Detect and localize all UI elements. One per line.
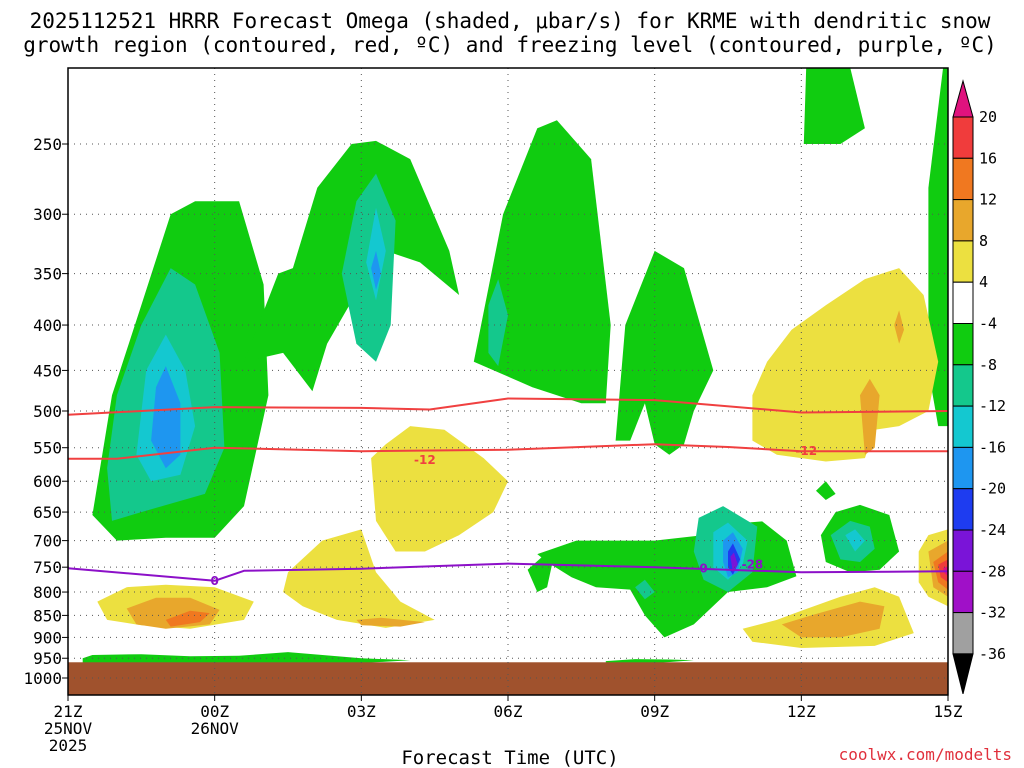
omega-region	[165, 610, 210, 627]
x-axis-label: Forecast Time (UTC)	[401, 747, 618, 768]
chart-title-line-2: growth region (contoured, red, ºC) and f…	[23, 33, 997, 57]
y-tick-label: 550	[33, 439, 62, 458]
y-tick-label: 400	[33, 316, 62, 335]
omega-colorbar: 20 16 12 8 4 -4 -8 -12 -16 -20 -24 -28 -32 -36	[952, 79, 1006, 695]
contour-line	[67, 562, 949, 582]
x-tick-label: 06Z	[494, 702, 523, 721]
colorbar-bin	[952, 116, 974, 159]
y-tick-label: 700	[33, 532, 62, 551]
grid-lines	[68, 68, 948, 695]
y-tick-label: 250	[33, 135, 62, 154]
y-tick-label: 500	[33, 402, 62, 421]
colorbar-label: 16	[979, 149, 997, 167]
omega-region	[860, 378, 880, 455]
contour-label: -28	[742, 558, 764, 572]
colorbar-label: -28	[979, 562, 1006, 580]
plot-area: -12 -12 0 0 -28	[67, 67, 949, 696]
colorbar-label: -20	[979, 480, 1006, 498]
colorbar-label: -32	[979, 604, 1006, 622]
colorbar-bin	[952, 157, 974, 201]
omega-shaded-regions	[82, 68, 948, 664]
y-tick-label: 300	[33, 205, 62, 224]
y-tick-label: 950	[33, 649, 62, 668]
y-tick-label: 750	[33, 558, 62, 577]
omega-region	[928, 68, 948, 427]
y-tick-label: 900	[33, 628, 62, 647]
y-tick-label: 450	[33, 361, 62, 380]
colorbar-label: -24	[979, 521, 1006, 539]
omega-region	[730, 552, 738, 573]
y-tick-label: 600	[33, 472, 62, 491]
colorbar-label: 12	[979, 191, 997, 209]
omega-region	[845, 529, 865, 552]
colorbar-top-triangle	[952, 79, 974, 118]
colorbar-bin	[952, 323, 974, 366]
x-tick-label: 12Z	[787, 702, 816, 721]
y-tick-label: 650	[33, 503, 62, 522]
credit-link[interactable]: coolwx.com/modelts	[839, 745, 1012, 764]
x-tick-label: 00Z	[200, 702, 229, 721]
contour-label: -12	[795, 444, 817, 458]
omega-region	[803, 68, 865, 144]
temperature-contours	[67, 397, 949, 582]
omega-region	[82, 652, 411, 664]
contour-label: -12	[414, 453, 436, 467]
omega-region	[816, 481, 836, 500]
colorbar-label: 20	[979, 108, 997, 126]
colorbar-bottom-triangle	[952, 653, 974, 695]
omega-region	[781, 601, 885, 638]
x-tick-label: 15Z	[934, 702, 963, 721]
colorbar-bin	[952, 199, 974, 242]
colorbar-bin	[952, 488, 974, 531]
y-tick-label: 850	[33, 606, 62, 625]
omega-region	[371, 250, 381, 290]
colorbar-label: -36	[979, 645, 1006, 663]
y-tick-label: 800	[33, 583, 62, 602]
omega-region	[151, 366, 181, 469]
y-tick-label: 1000	[23, 669, 62, 688]
x-tick-label: 03Z	[347, 702, 376, 721]
colorbar-bin	[952, 446, 974, 490]
omega-region	[356, 617, 425, 627]
colorbar-label: -16	[979, 438, 1006, 456]
contour-line	[67, 397, 949, 416]
omega-region	[283, 529, 435, 628]
omega-region	[635, 579, 655, 600]
x-tick-label: 21Z	[54, 702, 83, 721]
contour-label: 0	[210, 574, 218, 588]
colorbar-label: 8	[979, 232, 988, 250]
colorbar-bin	[952, 281, 974, 325]
colorbar-label: -4	[979, 315, 997, 333]
colorbar-bin	[952, 570, 974, 614]
x-tick-label: 09Z	[640, 702, 669, 721]
colorbar-label: 4	[979, 273, 988, 291]
omega-region	[894, 310, 904, 344]
chart-title-line-1: 2025112521 HRRR Forecast Omega (shaded, …	[30, 9, 991, 33]
contour-labels: -12 -12 0 0 -28	[210, 444, 817, 588]
colorbar-bin	[952, 405, 974, 448]
contour-label: 0	[699, 562, 707, 576]
colorbar-label: -12	[979, 397, 1006, 415]
contour-line	[68, 443, 948, 460]
omega-region	[605, 659, 694, 664]
colorbar-bin	[952, 364, 974, 407]
omega-region	[527, 556, 552, 592]
colorbar-bin	[952, 612, 974, 655]
omega-region	[371, 426, 508, 552]
x-tick-label: 25NOV	[44, 719, 93, 738]
omega-region	[488, 279, 508, 367]
colorbar-bin	[952, 529, 974, 572]
y-axis-pressure: 250 300 350 400 450 500 550 600 650 700 750 800 850 9…	[23, 135, 68, 688]
x-tick-label: 2025	[49, 736, 88, 755]
terrain-below-ground	[68, 662, 948, 695]
colorbar-label: -8	[979, 356, 997, 374]
y-tick-label: 350	[33, 265, 62, 284]
x-tick-label: 26NOV	[191, 719, 240, 738]
colorbar-bin	[952, 240, 974, 283]
